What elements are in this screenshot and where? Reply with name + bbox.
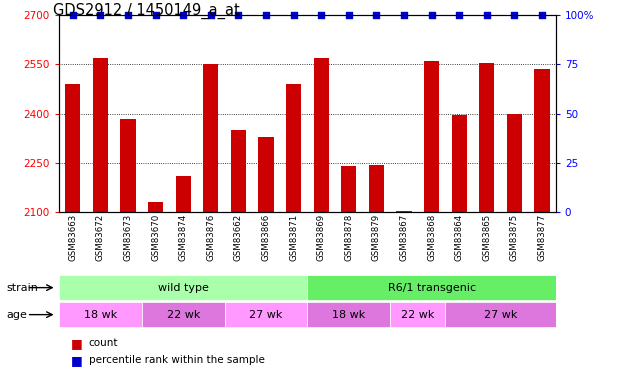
Point (344, 12, 354, 18)
Point (233, 12, 243, 18)
Text: GSM83673: GSM83673 (124, 214, 132, 261)
Bar (120, 118, 135, 212)
Bar (93, 58, 108, 212)
Text: age: age (6, 310, 27, 320)
Bar (307, 303, 390, 327)
Text: GSM83864: GSM83864 (455, 214, 464, 261)
Point (289, 12, 299, 18)
Bar (142, 303, 225, 327)
Bar (390, 303, 445, 327)
Point (482, 12, 492, 18)
Bar (341, 166, 356, 212)
Bar (396, 211, 412, 212)
Point (178, 12, 188, 18)
Bar (59, 303, 142, 327)
Text: GSM83868: GSM83868 (427, 214, 436, 261)
Bar (176, 176, 191, 212)
Text: wild type: wild type (158, 283, 209, 292)
Bar (451, 115, 467, 212)
Text: GSM83871: GSM83871 (289, 214, 298, 261)
Text: 27 wk: 27 wk (484, 310, 517, 320)
Text: GSM83663: GSM83663 (68, 214, 77, 261)
Bar (203, 64, 219, 212)
Bar (307, 276, 556, 300)
Text: 18 wk: 18 wk (332, 310, 365, 320)
Bar (479, 63, 494, 212)
Bar (231, 130, 246, 212)
Text: GDS2912 / 1450149_a_at: GDS2912 / 1450149_a_at (53, 3, 240, 19)
Text: ■: ■ (71, 337, 87, 350)
Bar (286, 84, 301, 212)
Text: 18 wk: 18 wk (84, 310, 117, 320)
Text: count: count (89, 338, 119, 348)
Text: GSM83876: GSM83876 (206, 214, 215, 261)
Text: GSM83670: GSM83670 (151, 214, 160, 261)
Text: GSM83867: GSM83867 (399, 214, 409, 261)
Text: GSM83869: GSM83869 (317, 214, 325, 261)
Text: GSM83672: GSM83672 (96, 214, 105, 261)
Text: 22 wk: 22 wk (401, 310, 435, 320)
Text: GSM83877: GSM83877 (538, 214, 546, 261)
Text: R6/1 transgenic: R6/1 transgenic (388, 283, 476, 292)
Text: GSM83875: GSM83875 (510, 214, 519, 261)
Point (537, 12, 547, 18)
Text: GSM83662: GSM83662 (234, 214, 243, 261)
Text: percentile rank within the sample: percentile rank within the sample (89, 356, 265, 366)
Point (151, 12, 161, 18)
Bar (369, 165, 384, 212)
Text: GSM83879: GSM83879 (372, 214, 381, 261)
Text: GSM83866: GSM83866 (261, 214, 271, 261)
Point (68, 12, 78, 18)
Bar (65, 84, 80, 212)
Text: GSM83874: GSM83874 (179, 214, 188, 261)
Point (454, 12, 464, 18)
Bar (148, 202, 163, 212)
Point (371, 12, 381, 18)
Bar (314, 58, 329, 212)
Text: ■: ■ (71, 354, 87, 367)
Bar (424, 61, 439, 212)
Bar (535, 69, 550, 212)
Point (509, 12, 519, 18)
Bar (445, 303, 556, 327)
Point (206, 12, 215, 18)
Text: 22 wk: 22 wk (166, 310, 200, 320)
Bar (225, 303, 307, 327)
Point (261, 12, 271, 18)
Point (399, 12, 409, 18)
Point (96, 12, 106, 18)
Bar (507, 114, 522, 212)
Bar (59, 276, 307, 300)
Text: 27 wk: 27 wk (249, 310, 283, 320)
Point (427, 12, 437, 18)
Text: GSM83865: GSM83865 (483, 214, 491, 261)
Text: strain: strain (6, 283, 38, 292)
Text: GSM83878: GSM83878 (344, 214, 353, 261)
Point (123, 12, 133, 18)
Point (316, 12, 326, 18)
Bar (258, 136, 274, 212)
